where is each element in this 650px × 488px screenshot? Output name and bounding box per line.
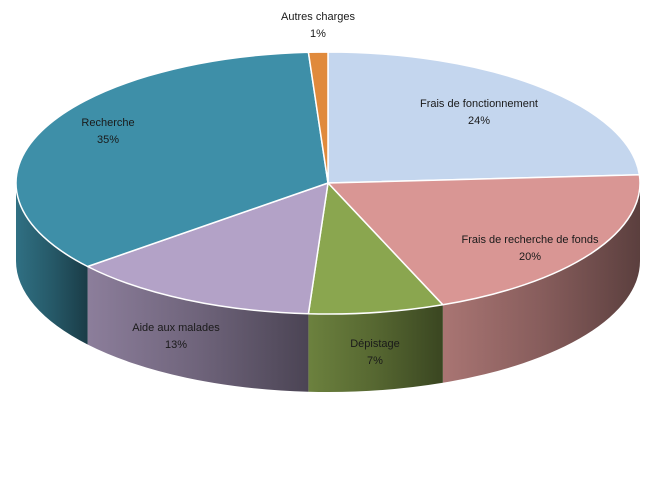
slice-percent-2: 7% [367, 355, 383, 367]
slice-percent-1: 20% [519, 251, 541, 263]
slice-label-2: Dépistage [350, 338, 400, 350]
slice-label-0: Frais de fonctionnement [420, 98, 538, 110]
pie-top-faces [15, 51, 641, 315]
slice-side-2 [308, 304, 443, 392]
pie-slice-2 [307, 182, 444, 315]
slice-percent-5: 1% [310, 28, 326, 40]
slice-label-5: Autres charges [281, 11, 355, 23]
pie-slice-0 [327, 51, 641, 184]
slice-label-4: Recherche [81, 117, 134, 129]
pie-slice-5 [307, 51, 329, 184]
pie-slice-3 [86, 182, 329, 315]
slice-percent-3: 13% [165, 339, 187, 351]
slice-percent-0: 24% [468, 115, 490, 127]
pie-slice-4 [15, 51, 329, 268]
pie-side-walls [16, 183, 640, 392]
pie-labels: Frais de fonctionnement 24% Frais de reche… [81, 11, 599, 367]
slice-side-3 [87, 266, 309, 392]
slice-label-1: Frais de recherche de fonds [462, 234, 599, 246]
slice-side-4 [16, 183, 88, 345]
pie-slice-1 [327, 174, 641, 306]
slice-side-1 [442, 183, 640, 383]
slice-label-3: Aide aux malades [132, 322, 220, 334]
slice-percent-4: 35% [97, 134, 119, 146]
